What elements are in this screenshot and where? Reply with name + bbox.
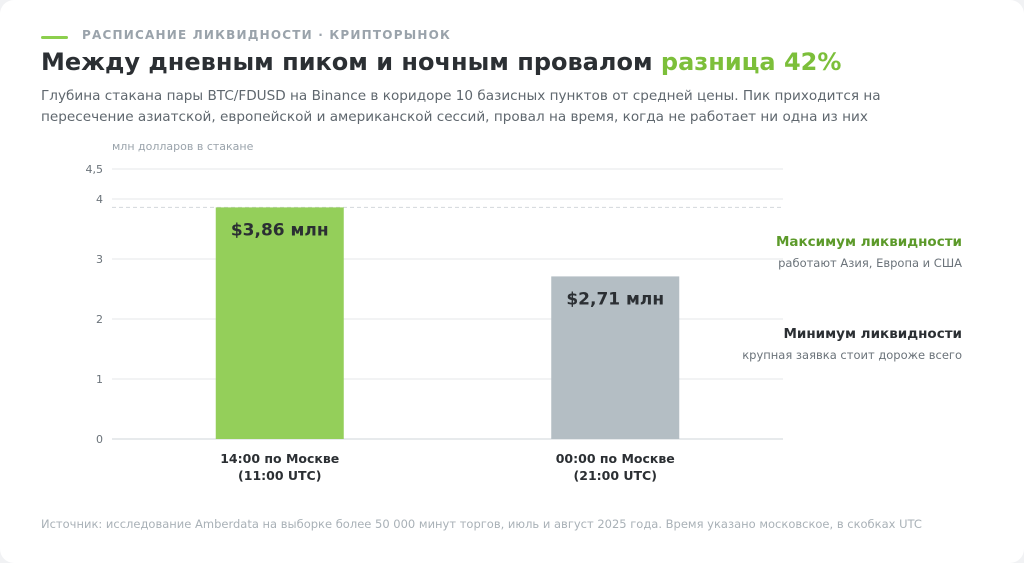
y-tick-label: 0 [96,433,103,446]
x-category-label: 14:00 по Москве [220,451,339,466]
min-annotation-sub: крупная заявка стоит дороже всего [742,348,962,362]
min-annotation-title: Минимум ликвидности [783,326,962,342]
source-note: Источник: исследование Amberdata на выбо… [41,517,922,531]
y-tick-label: 2 [96,313,103,326]
chart-subtitle: Глубина стакана пары BTC/FDUSD на Binanc… [41,88,881,125]
max-annotation-sub: работают Азия, Европа и США [778,256,962,270]
x-category-label: 00:00 по Москве [556,451,675,466]
bar-value-label: $2,71 млн [566,289,664,309]
y-tick-label: 3 [96,253,103,266]
title-main: Между дневным пиком и ночным провалом [41,48,653,76]
y-tick-label: 4,5 [86,163,104,176]
bar [551,276,680,439]
x-category-label: (11:00 UTC) [238,468,321,483]
max-annotation-title: Максимум ликвидности [775,234,962,250]
chart-title: Между дневным пиком и ночным провалом ра… [41,48,841,76]
y-tick-label: 4 [96,193,103,206]
y-axis-label: млн долларов в стакане [112,140,254,153]
kicker: РАСПИСАНИЕ ЛИКВИДНОСТИ · КРИПТОРЫНОК [82,28,451,42]
min-annotation: Минимум ликвидности крупная заявка стоит… [742,326,962,362]
title-accent: разница 42% [660,48,842,76]
y-tick-label: 1 [96,373,103,386]
x-category-label: (21:00 UTC) [574,468,657,483]
kicker-accent-line [41,36,68,39]
bar [215,207,344,439]
bar-value-label: $3,86 млн [231,220,329,240]
max-annotation: Максимум ликвидности работают Азия, Евро… [776,234,962,270]
